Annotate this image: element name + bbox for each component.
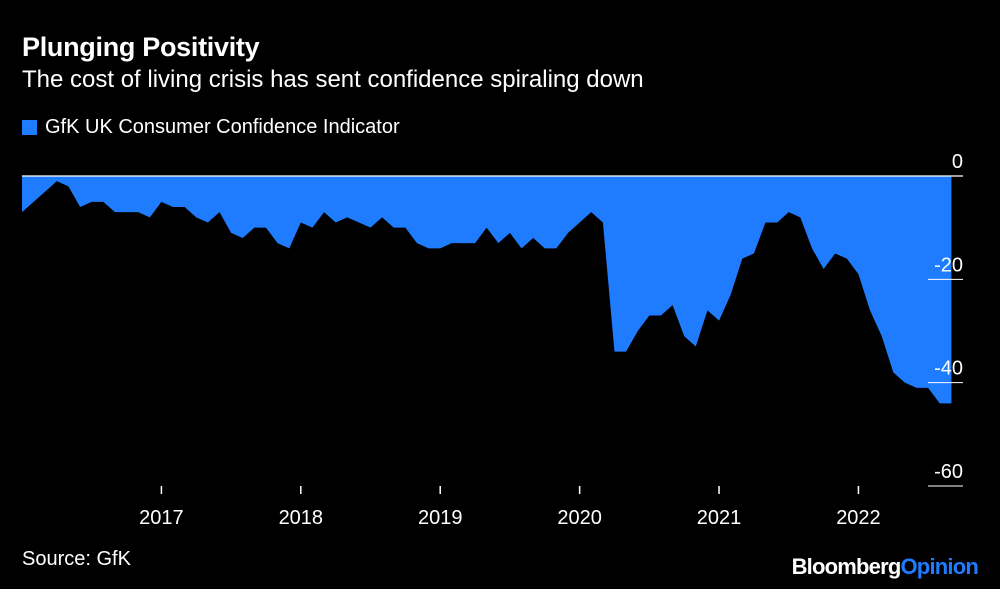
x-tick-label: 2020	[557, 507, 602, 529]
y-tick-label: -20	[934, 254, 963, 276]
chart-subtitle: The cost of living crisis has sent confi…	[22, 66, 644, 93]
y-tick-label: -40	[934, 358, 963, 380]
x-tick-label: 2019	[418, 507, 463, 529]
brand-part-2: Opinion	[900, 554, 979, 579]
y-tick-label: -60	[934, 461, 963, 483]
brand-part-1: Bloomberg	[791, 554, 902, 579]
brand-logo: BloombergOpinion	[791, 554, 979, 580]
x-tick-label: 2022	[836, 507, 881, 529]
legend-label: GfK UK Consumer Confidence Indicator	[45, 116, 400, 138]
y-tick-label: 0	[952, 151, 963, 173]
x-axis: 2017 2018 2019 2020 2021 2022	[139, 486, 881, 529]
x-tick-label: 2018	[279, 507, 324, 529]
area-series	[22, 176, 952, 404]
chart-title: Plunging Positivity	[22, 32, 260, 62]
source-note: Source: GfK	[22, 548, 131, 570]
legend: GfK UK Consumer Confidence Indicator	[22, 116, 400, 139]
y-axis: 0 -20 -40 -60	[928, 151, 963, 487]
x-tick-label: 2021	[697, 507, 742, 529]
x-tick-label: 2017	[139, 507, 184, 529]
legend-swatch	[22, 120, 37, 135]
area-layer	[22, 175, 963, 404]
